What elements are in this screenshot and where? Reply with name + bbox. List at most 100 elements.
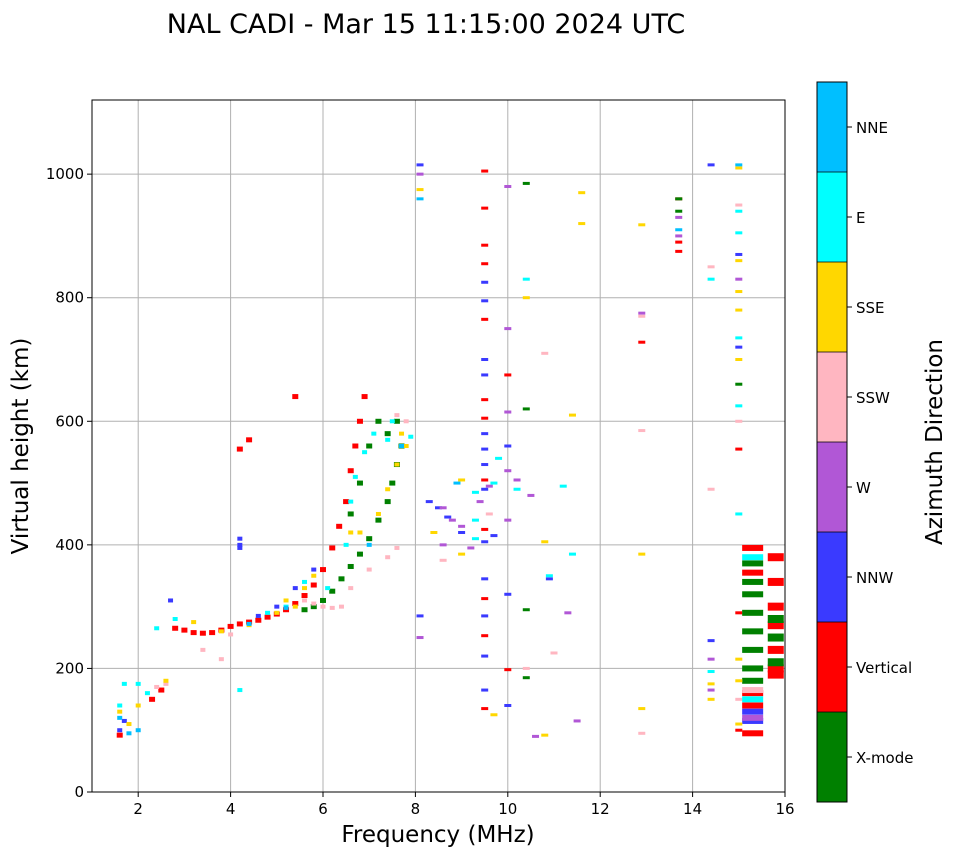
data-point-ssw bbox=[638, 429, 646, 433]
data-point-x-mode bbox=[742, 665, 764, 672]
data-point-w bbox=[638, 311, 646, 315]
data-point-ssw bbox=[394, 413, 400, 418]
x-tick-label: 16 bbox=[775, 800, 794, 818]
data-point-vertical bbox=[481, 478, 489, 482]
x-tick-label: 10 bbox=[498, 800, 517, 818]
data-point-nne bbox=[117, 715, 123, 720]
colorbar-segment-ssw bbox=[817, 352, 847, 442]
data-point-nnw bbox=[416, 614, 424, 618]
data-point-sse bbox=[311, 573, 317, 578]
data-point-w bbox=[485, 484, 493, 488]
data-point-e bbox=[172, 617, 178, 621]
data-point-sse bbox=[430, 531, 438, 534]
data-point-ssw bbox=[485, 512, 493, 516]
data-point-vertical bbox=[236, 621, 243, 627]
data-point-vertical bbox=[735, 447, 743, 451]
data-point-ssw bbox=[385, 555, 391, 560]
data-point-vertical bbox=[158, 687, 165, 693]
data-point-ssw bbox=[311, 601, 317, 606]
data-point-w bbox=[675, 234, 683, 238]
data-point-vertical bbox=[735, 728, 743, 732]
data-point-ssw bbox=[541, 351, 549, 355]
data-point-ssw bbox=[154, 684, 160, 689]
data-point-sse bbox=[638, 223, 646, 227]
data-point-ssw bbox=[302, 598, 308, 603]
data-point-x-mode bbox=[767, 658, 784, 667]
data-point-vertical bbox=[675, 249, 683, 253]
data-point-nnw bbox=[292, 586, 298, 591]
colorbar-segment-nne bbox=[817, 82, 847, 172]
data-point-w bbox=[439, 543, 447, 547]
data-point-x-mode bbox=[393, 418, 400, 424]
data-point-nnw bbox=[425, 500, 433, 504]
data-point-x-mode bbox=[675, 197, 683, 201]
data-point-sse bbox=[458, 552, 466, 556]
data-point-x-mode bbox=[767, 615, 784, 623]
data-point-sse bbox=[357, 530, 363, 535]
data-point-vertical bbox=[767, 670, 784, 679]
data-point-x-mode bbox=[675, 209, 683, 213]
data-point-vertical bbox=[481, 243, 489, 247]
data-point-sse bbox=[348, 530, 354, 535]
data-point-e bbox=[735, 209, 743, 213]
data-point-e bbox=[389, 419, 395, 424]
data-point-e bbox=[707, 670, 715, 674]
data-point-nnw bbox=[504, 444, 512, 448]
data-point-nnw bbox=[707, 639, 715, 643]
data-point-sse bbox=[541, 733, 549, 737]
data-point-nnw bbox=[735, 252, 743, 256]
data-point-nnw bbox=[444, 515, 452, 519]
data-point-nne bbox=[399, 444, 405, 448]
data-point-sse bbox=[541, 540, 549, 544]
data-point-sse bbox=[403, 444, 409, 448]
data-point-nnw bbox=[504, 592, 512, 596]
data-point-x-mode bbox=[742, 628, 764, 635]
data-point-e bbox=[348, 499, 354, 504]
data-point-x-mode bbox=[366, 536, 373, 542]
data-point-w bbox=[504, 327, 512, 331]
data-point-ssw bbox=[742, 687, 764, 694]
data-point-sse bbox=[191, 620, 197, 625]
colorbar-tick-label: NNE bbox=[856, 119, 888, 137]
data-point-nnw bbox=[481, 447, 489, 451]
x-tick-label: 12 bbox=[591, 800, 610, 818]
chart-title: NAL CADI - Mar 15 11:15:00 2024 UTC bbox=[167, 9, 685, 40]
data-point-e bbox=[545, 574, 553, 578]
data-point-sse bbox=[638, 552, 646, 556]
data-point-e bbox=[735, 336, 743, 340]
data-point-nnw bbox=[481, 280, 489, 284]
data-point-x-mode bbox=[384, 499, 391, 505]
data-point-w bbox=[527, 493, 535, 497]
data-point-e bbox=[707, 277, 715, 281]
data-point-nnw bbox=[481, 432, 489, 436]
data-point-nnw bbox=[742, 708, 764, 715]
data-point-vertical bbox=[199, 630, 206, 636]
data-point-nnw bbox=[481, 614, 489, 618]
data-point-nnw bbox=[168, 598, 174, 603]
colorbar-segment-sse bbox=[817, 262, 847, 352]
data-point-nnw bbox=[481, 540, 489, 544]
data-point-sse bbox=[490, 713, 498, 717]
data-point-e bbox=[471, 490, 479, 494]
data-point-vertical bbox=[481, 634, 489, 638]
data-point-w bbox=[504, 410, 512, 414]
x-tick-label: 14 bbox=[683, 800, 702, 818]
data-point-vertical bbox=[481, 262, 489, 266]
data-point-ssw bbox=[348, 586, 354, 591]
data-point-vertical bbox=[742, 544, 764, 551]
data-point-sse bbox=[578, 222, 586, 226]
x-tick-label: 8 bbox=[411, 800, 421, 818]
data-point-w bbox=[532, 734, 540, 738]
data-point-sse bbox=[385, 487, 391, 492]
data-point-vertical bbox=[504, 668, 512, 672]
data-point-vertical bbox=[209, 630, 216, 636]
data-point-vertical bbox=[767, 645, 784, 654]
data-point-e bbox=[495, 456, 503, 460]
data-point-x-mode bbox=[329, 588, 336, 594]
data-point-vertical bbox=[236, 446, 243, 452]
data-point-vertical bbox=[638, 340, 646, 344]
data-point-e bbox=[742, 554, 764, 561]
data-point-sse bbox=[394, 462, 400, 467]
data-point-vertical bbox=[767, 602, 784, 611]
